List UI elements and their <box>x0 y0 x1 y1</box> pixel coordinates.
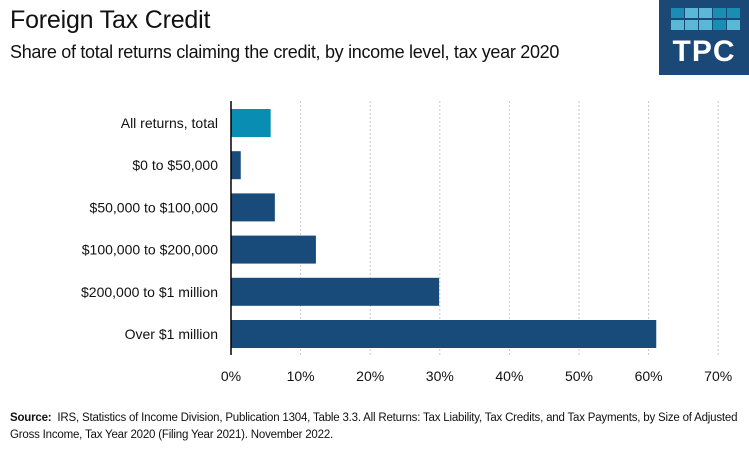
x-tick-label: 70% <box>704 368 732 384</box>
logo-square <box>671 8 684 18</box>
tick-labels: 0% 10% 20% 30% 40% 50% 60% 70% <box>221 368 732 384</box>
tpc-logo: TPC <box>659 0 749 75</box>
source-text: IRS, Statistics of Income Division, Publ… <box>10 412 738 441</box>
bar <box>231 193 275 222</box>
logo-square <box>713 20 726 30</box>
chart-subtitle: Share of total returns claiming the cred… <box>10 42 560 62</box>
category-label: $0 to $50,000 <box>132 157 218 173</box>
gridlines <box>300 101 719 355</box>
logo-square <box>685 20 698 30</box>
logo-square <box>713 8 726 18</box>
category-labels: All returns, total $0 to $50,000 $50,000 t… <box>81 115 218 342</box>
logo-square <box>727 20 740 30</box>
x-tick-label: 20% <box>356 368 384 384</box>
source-label: Source: <box>10 412 52 424</box>
category-label: $100,000 to $200,000 <box>82 242 218 258</box>
logo-text: TPC <box>672 35 736 68</box>
x-tick-label: 40% <box>495 368 523 384</box>
logo-square <box>685 8 698 18</box>
bar <box>231 151 241 180</box>
logo-square <box>699 8 712 18</box>
logo-square <box>727 8 740 18</box>
category-label: $200,000 to $1 million <box>81 284 218 300</box>
category-label: All returns, total <box>121 115 218 131</box>
chart-title: Foreign Tax Credit <box>10 6 211 34</box>
category-label: $50,000 to $100,000 <box>90 199 219 215</box>
x-tick-label: 50% <box>565 368 593 384</box>
bars <box>231 109 657 348</box>
bar <box>231 109 271 137</box>
x-tick-label: 10% <box>287 368 315 384</box>
bar-chart: All returns, total $0 to $50,000 $50,000 t… <box>81 101 732 384</box>
bar <box>231 320 657 348</box>
x-tick-label: 60% <box>635 368 663 384</box>
category-label: Over $1 million <box>125 326 218 342</box>
bar <box>231 277 440 306</box>
logo-square <box>671 20 684 30</box>
x-tick-label: 0% <box>221 368 241 384</box>
bar <box>231 235 316 264</box>
logo-square <box>699 20 712 30</box>
x-tick-label: 30% <box>426 368 454 384</box>
source-note: Source: IRS, Statistics of Income Divisi… <box>10 410 740 444</box>
